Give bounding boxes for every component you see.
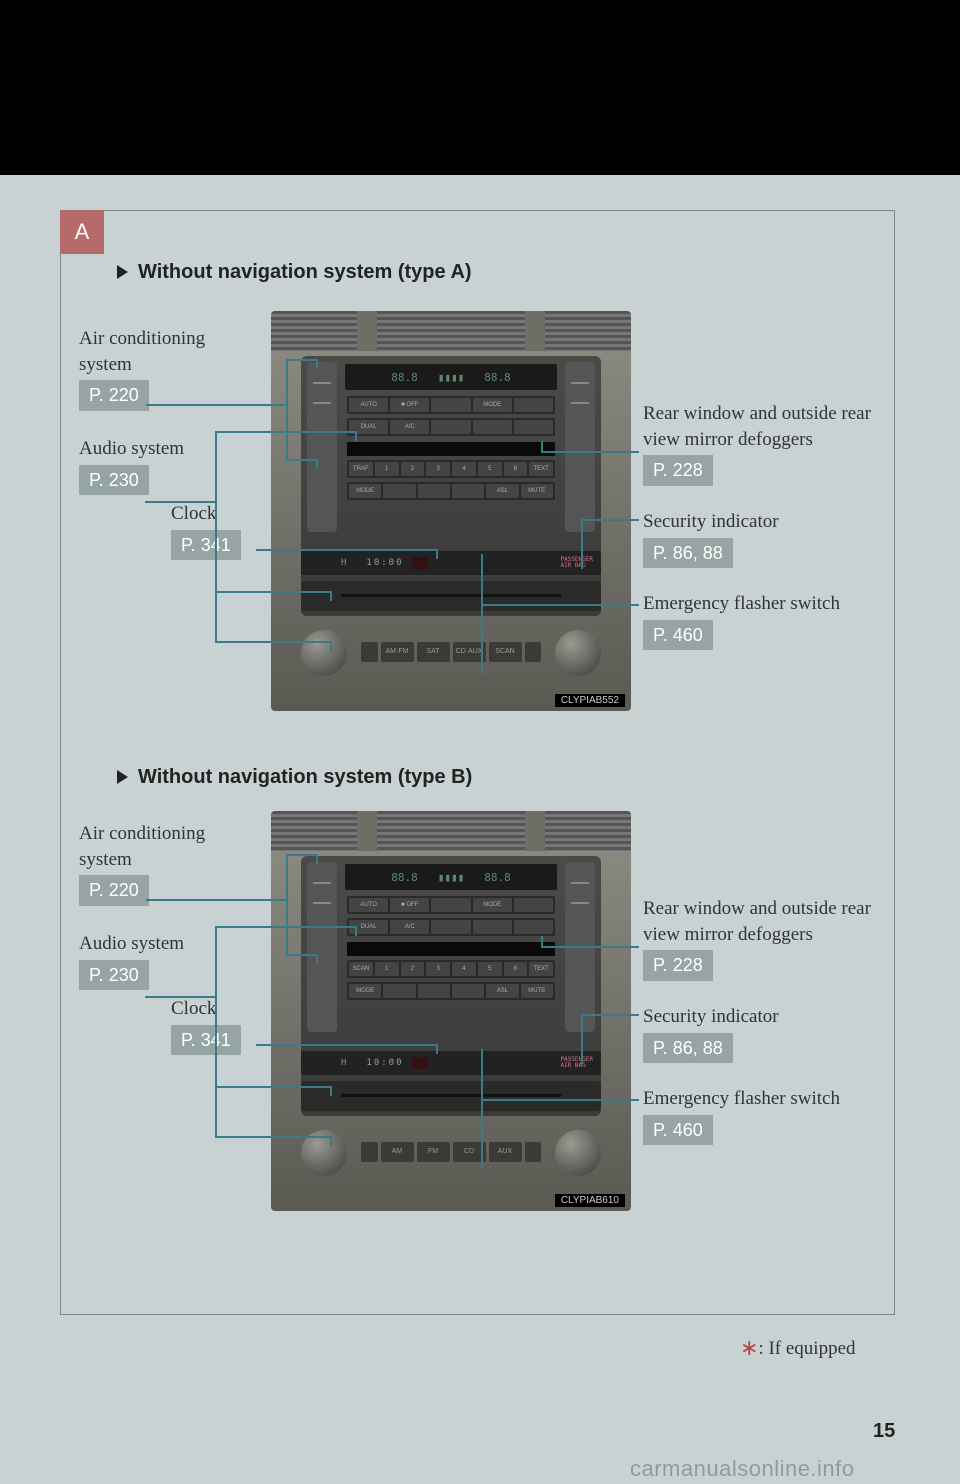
label-security-a: Security indicator P. 86, 88: [643, 509, 873, 568]
label-clock-a: Clock P. 341: [171, 501, 281, 560]
pageref-ac-b[interactable]: P. 220: [79, 875, 149, 905]
watermark: carmanualsonline.info: [630, 1456, 855, 1482]
footnote: ∗: If equipped: [740, 1335, 856, 1361]
section-tab-a: A: [60, 210, 104, 254]
label-defogger-b: Rear window and outside rear view mirror…: [643, 896, 873, 981]
label-clock-b: Clock P. 341: [171, 996, 281, 1055]
label-flasher-b: Emergency flasher switch P. 460: [643, 1086, 873, 1145]
heading-type-b: Without navigation system (type B): [117, 766, 472, 789]
pageref-audio-b[interactable]: P. 230: [79, 960, 149, 990]
console-image-a: 88.8▮▮▮▮88.8 AUTO■ OFFMODE DUALA/C TRAF1…: [271, 311, 631, 711]
heading-text: Without navigation system (type A): [138, 261, 472, 283]
pageref-ac-a[interactable]: P. 220: [79, 380, 149, 410]
page-number: 15: [873, 1420, 895, 1443]
header-black-bar: [0, 0, 960, 175]
pageref-clock-a[interactable]: P. 341: [171, 530, 241, 560]
pageref-defogger-a[interactable]: P. 228: [643, 455, 713, 485]
pageref-flasher-b[interactable]: P. 460: [643, 1115, 713, 1145]
pageref-security-b[interactable]: P. 86, 88: [643, 1033, 733, 1063]
arrow-icon: [117, 265, 128, 279]
label-security-b: Security indicator P. 86, 88: [643, 1004, 873, 1063]
image-id-b: CLYPIAB610: [555, 1194, 625, 1207]
label-audio-a: Audio system P. 230: [79, 436, 229, 495]
label-ac-a: Air conditioning system P. 220: [79, 326, 259, 411]
pageref-audio-a[interactable]: P. 230: [79, 465, 149, 495]
label-defogger-a: Rear window and outside rear view mirror…: [643, 401, 873, 486]
pageref-defogger-b[interactable]: P. 228: [643, 950, 713, 980]
pageref-flasher-a[interactable]: P. 460: [643, 620, 713, 650]
label-audio-b: Audio system P. 230: [79, 931, 229, 990]
pageref-clock-b[interactable]: P. 341: [171, 1025, 241, 1055]
arrow-icon: [117, 770, 128, 784]
heading-text: Without navigation system (type B): [138, 766, 472, 788]
heading-type-a: Without navigation system (type A): [117, 261, 472, 284]
label-ac-b: Air conditioning system P. 220: [79, 821, 259, 906]
pageref-security-a[interactable]: P. 86, 88: [643, 538, 733, 568]
image-id-a: CLYPIAB552: [555, 694, 625, 707]
console-image-b: 88.8▮▮▮▮88.8 AUTO■ OFFMODE DUALA/C SCAN1…: [271, 811, 631, 1211]
content-frame: A Without navigation system (type A) 88.…: [60, 210, 895, 1315]
label-flasher-a: Emergency flasher switch P. 460: [643, 591, 873, 650]
